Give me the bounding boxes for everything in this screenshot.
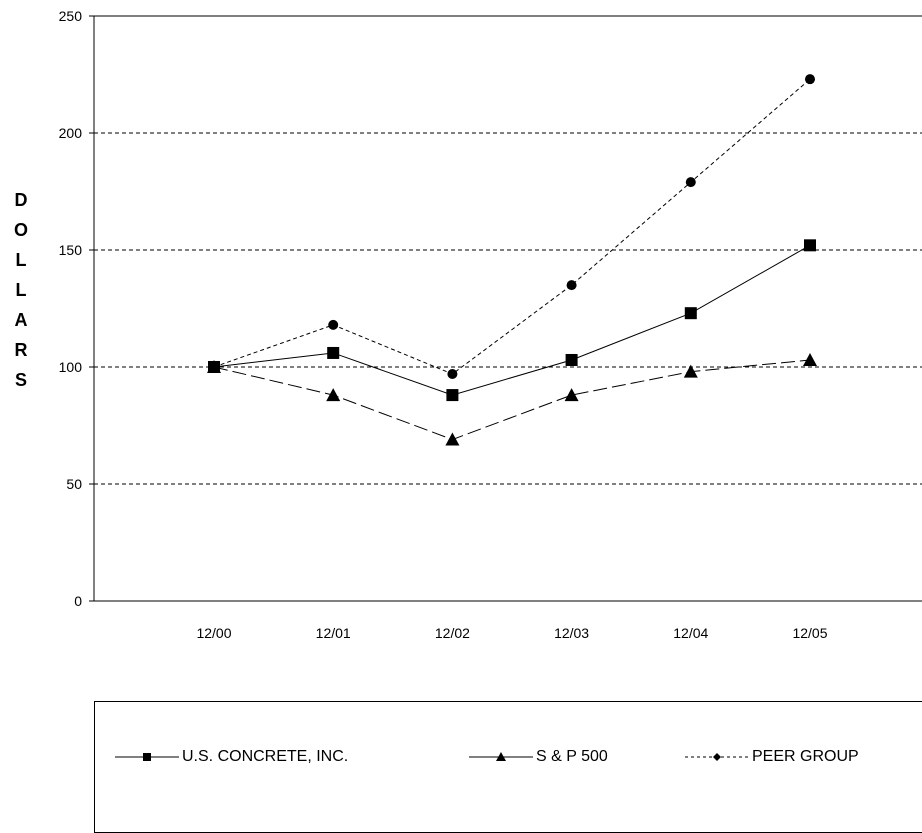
x-tick-label: 12/01 <box>316 625 351 641</box>
y-axis-label-letter: L <box>16 250 27 270</box>
data-point-square <box>446 389 459 402</box>
series-line <box>213 78 811 375</box>
y-axis-label-letter: A <box>15 310 28 330</box>
data-point-circle <box>805 74 815 85</box>
data-point-circle <box>328 319 339 330</box>
y-tick-label: 250 <box>59 8 83 24</box>
x-tick-label: 12/04 <box>673 625 708 641</box>
series-line <box>213 244 811 396</box>
axes <box>93 15 922 602</box>
legend-item-sp500: S & P 500 <box>469 748 608 766</box>
legend-item-peer-group: PEER GROUP <box>685 748 859 766</box>
y-axis-label-letter: O <box>14 220 28 240</box>
data-point-triangle <box>803 352 817 366</box>
data-point-triangle <box>326 388 341 402</box>
legend: U.S. CONCRETE, INC. S & P 500 PEER GROUP <box>94 701 922 833</box>
data-point-triangle <box>564 388 579 402</box>
data-point-square <box>327 346 340 359</box>
y-tick-label: 150 <box>59 242 83 258</box>
x-tick-label: 12/00 <box>196 625 231 641</box>
data-point-circle <box>209 362 219 372</box>
data-point-square <box>565 353 578 366</box>
x-tick-label: 12/05 <box>792 625 827 641</box>
x-tick-label: 12/03 <box>554 625 589 641</box>
triangle-marker-icon <box>469 752 533 761</box>
y-ticks: 0 50 100 150 200 250 <box>59 8 94 609</box>
legend-label: U.S. CONCRETE, INC. <box>182 748 349 765</box>
data-point-triangle <box>683 364 698 378</box>
x-ticks: 12/00 12/01 12/02 12/03 12/04 12/05 <box>196 625 827 641</box>
square-marker-icon <box>115 753 179 761</box>
series-line <box>213 359 811 441</box>
diamond-marker-icon <box>685 753 749 761</box>
data-point-circle <box>447 369 458 380</box>
data-point-square <box>684 307 697 320</box>
series-group <box>207 74 817 446</box>
legend-item-us-concrete: U.S. CONCRETE, INC. <box>115 748 348 766</box>
y-tick-label: 100 <box>59 359 83 375</box>
y-tick-label: 50 <box>66 476 82 492</box>
y-tick-label: 0 <box>74 593 82 609</box>
y-axis-label-letter: S <box>15 370 27 390</box>
x-tick-label: 12/02 <box>435 625 470 641</box>
y-axis-label-letter: R <box>15 340 28 360</box>
y-axis-label-letter: D <box>15 190 28 210</box>
data-point-circle <box>685 177 696 188</box>
y-tick-label: 200 <box>59 125 83 141</box>
data-point-circle <box>566 280 577 291</box>
data-point-square <box>804 239 816 252</box>
data-point-triangle <box>445 432 460 446</box>
y-axis-label-letter: L <box>16 280 27 300</box>
legend-label: PEER GROUP <box>752 748 859 765</box>
gridlines <box>94 132 922 485</box>
legend-label: S & P 500 <box>536 748 608 765</box>
